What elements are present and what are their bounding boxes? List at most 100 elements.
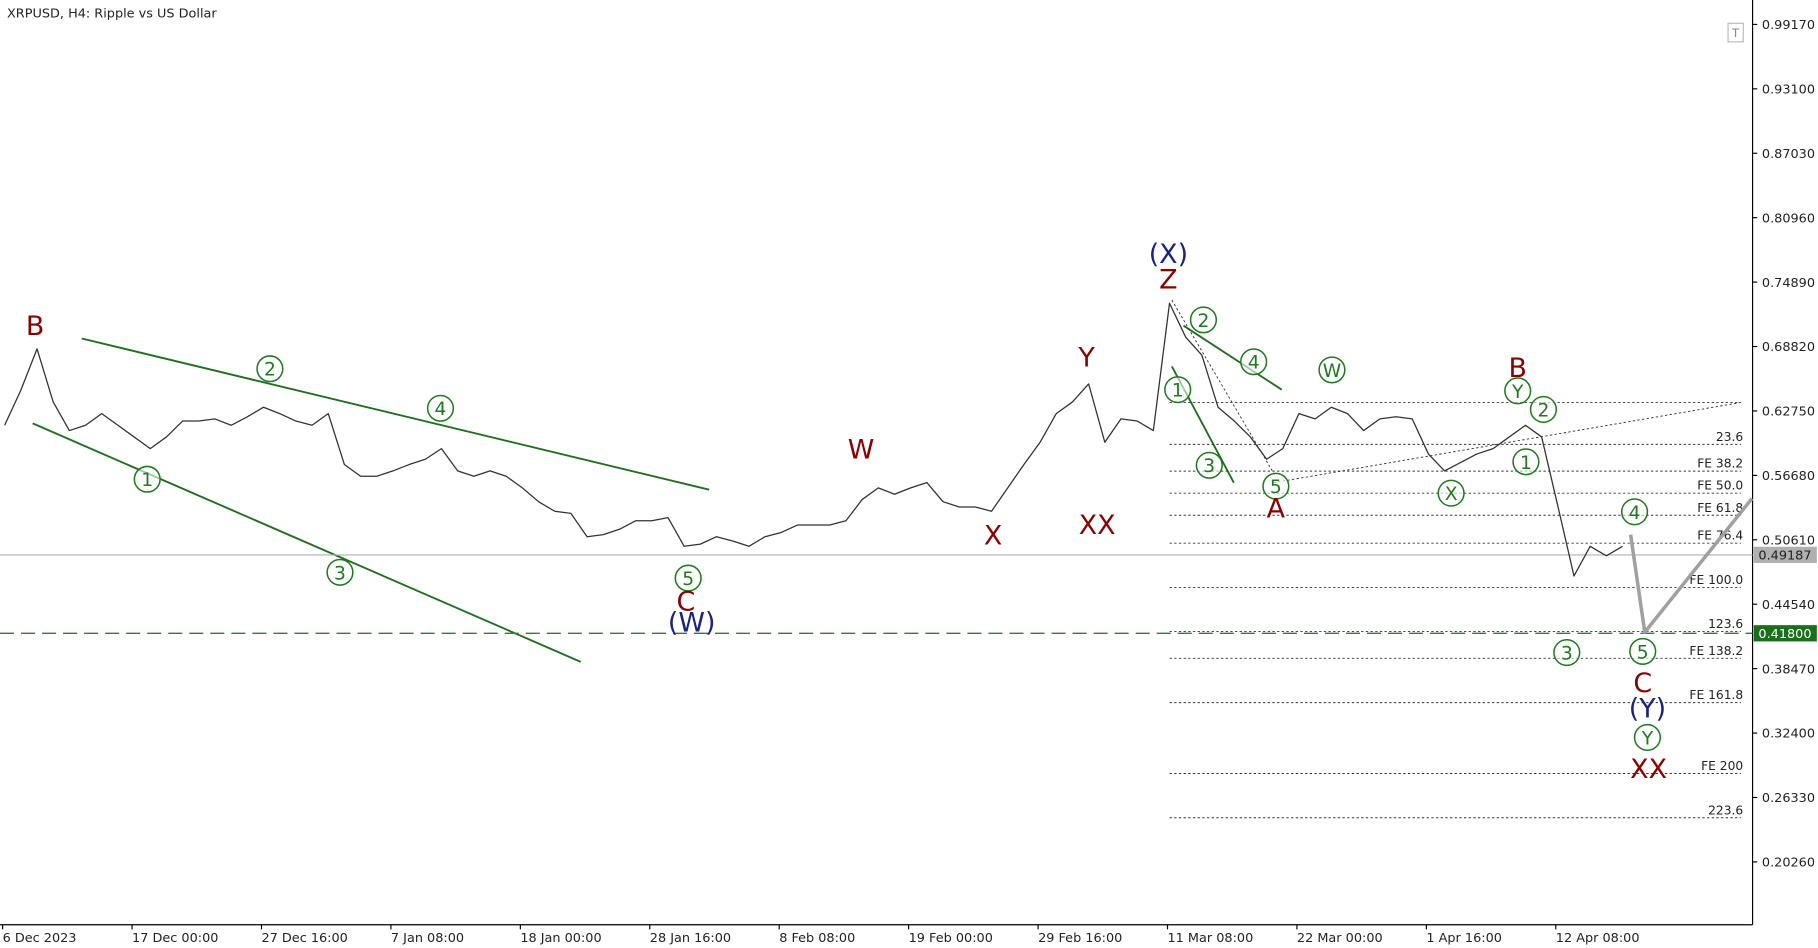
wave-label: 3	[1203, 456, 1215, 477]
x-tick-label: 8 Feb 08:00	[779, 931, 855, 946]
wave-circle	[1195, 451, 1223, 479]
trend-line	[1183, 324, 1283, 391]
fib-level-label: FE 61.8	[1697, 501, 1743, 515]
wave-label: W	[848, 434, 875, 465]
wave-label: (Y)	[1629, 694, 1666, 725]
fib-level-label: FE 138.2	[1689, 644, 1743, 658]
wave-label: Y	[1077, 342, 1095, 373]
x-tick-label: 12 Apr 08:00	[1556, 931, 1640, 946]
wave-circle	[1553, 638, 1581, 667]
y-tick-label: 0.99170	[1762, 18, 1815, 33]
wave-label: 4	[1248, 353, 1260, 374]
chart-title: XRPUSD, H4: Ripple vs US Dollar	[7, 6, 217, 21]
x-tick-label: 29 Feb 16:00	[1038, 931, 1122, 946]
icon-text: T	[1731, 26, 1740, 40]
wave-circle	[1504, 377, 1532, 405]
price-line	[4, 302, 1623, 577]
fib-level-label: FE 38.2	[1697, 457, 1743, 471]
y-tick-label: 0.80960	[1762, 211, 1815, 226]
wave-label: 4	[435, 399, 447, 420]
y-tick-label: 0.87030	[1762, 147, 1815, 162]
wave-circle	[1318, 356, 1346, 384]
fib-level-label: 123.6	[1708, 617, 1743, 631]
wave-label: 4	[1629, 503, 1641, 524]
wave-circle	[426, 394, 455, 422]
fib-level-label: 23.6	[1716, 430, 1744, 444]
wave-circle	[1512, 448, 1540, 476]
x-tick-label: 7 Jan 08:00	[391, 931, 464, 946]
x-tick-label: 27 Dec 16:00	[261, 931, 347, 946]
y-tick-label: 0.26330	[1762, 791, 1815, 806]
wave-circle	[1620, 498, 1649, 526]
y-tick-label: 0.74890	[1762, 276, 1815, 291]
y-tick-label: 0.38470	[1762, 662, 1815, 677]
current-price-label: 0.49187	[1758, 549, 1811, 564]
y-tick-label: 0.44540	[1762, 598, 1815, 613]
fib-level-label: FE 200	[1701, 759, 1743, 773]
projection-line	[1628, 497, 1754, 634]
x-tick-label: 28 Jan 16:00	[650, 931, 731, 946]
wave-circle	[1189, 306, 1218, 334]
x-tick-label: 1 Apr 16:00	[1426, 931, 1502, 946]
wave-label: Z	[1159, 265, 1177, 296]
fib-level-label: FE 161.8	[1689, 688, 1743, 702]
wave-label: (W)	[668, 608, 716, 639]
wave-label: 1	[1520, 453, 1532, 474]
wave-circle	[256, 355, 284, 383]
wave-label: XX	[1630, 754, 1667, 785]
wave-circle	[1633, 723, 1662, 752]
y-tick-label: 0.68820	[1762, 340, 1815, 355]
fib-level-label: FE 50.0	[1697, 479, 1743, 493]
wave-circle	[326, 558, 354, 586]
y-tick-label: 0.62750	[1762, 405, 1815, 420]
y-tick-label: 0.20260	[1762, 856, 1815, 871]
y-tick-label: 0.93100	[1762, 83, 1815, 98]
wave-label: 3	[334, 563, 346, 584]
wave-circle	[1262, 472, 1290, 500]
wave-circle	[1529, 395, 1558, 423]
y-tick-label: 0.56680	[1762, 469, 1815, 484]
wave-label: 5	[1637, 642, 1649, 663]
fib-level-label: FE 100.0	[1689, 573, 1743, 587]
wave-circle	[1629, 637, 1657, 665]
wave-label: B	[1509, 353, 1527, 384]
wave-label: X	[984, 520, 1002, 551]
x-tick-label: 22 Mar 00:00	[1297, 931, 1383, 946]
x-tick-label: 11 Mar 08:00	[1168, 931, 1254, 946]
fib-level-label: 223.6	[1708, 803, 1743, 817]
wave-label: 3	[1561, 644, 1573, 665]
current-price-tag	[1753, 546, 1817, 564]
x-tick-label: 19 Feb 00:00	[909, 931, 993, 946]
wave-label: 2	[1537, 400, 1549, 421]
fib-base-line	[1171, 299, 1277, 478]
x-tick-label: 18 Jan 00:00	[520, 931, 601, 946]
wave-label: W	[1323, 361, 1341, 382]
x-tick-label: 17 Dec 00:00	[132, 931, 218, 946]
wave-circle	[1240, 348, 1268, 376]
wave-label: 1	[141, 470, 153, 491]
wave-label: 1	[1172, 381, 1184, 402]
target-tag	[1753, 625, 1817, 642]
wave-label: 2	[1197, 311, 1209, 332]
wave-label: X	[1445, 484, 1458, 505]
target-label: 0.41800	[1758, 627, 1811, 642]
wave-label: C	[1633, 668, 1652, 699]
wave-label: B	[26, 311, 44, 342]
wave-label: Y	[1641, 728, 1654, 749]
trend-line	[81, 337, 710, 491]
wave-label: XX	[1079, 510, 1116, 541]
y-tick-label: 0.32400	[1762, 727, 1815, 742]
wave-circle	[1437, 479, 1465, 507]
wave-label: C	[676, 587, 695, 618]
y-tick-label: 0.50610	[1762, 533, 1815, 548]
wave-label: A	[1267, 494, 1286, 525]
wave-label: 5	[682, 569, 694, 590]
trend-line	[32, 422, 582, 663]
wave-circle	[133, 465, 161, 493]
x-tick-label: 6 Dec 2023	[3, 931, 77, 946]
wave-circle	[1164, 376, 1192, 404]
wave-label: 5	[1270, 477, 1282, 498]
